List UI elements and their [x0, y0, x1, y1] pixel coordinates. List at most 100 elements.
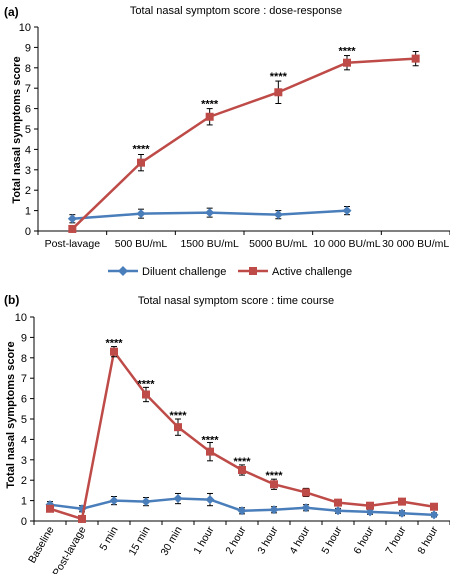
chart-b-diluent-point — [269, 505, 279, 515]
chart-b-y-tick-label: 2 — [21, 475, 27, 487]
chart-a-significance-label: **** — [132, 143, 150, 155]
chart-b-significance-label: **** — [233, 456, 251, 468]
chart-b-diluent-point — [397, 508, 407, 518]
chart-b-diluent-point — [237, 506, 247, 516]
chart-b-x-tick-label: 3 hour — [255, 524, 281, 556]
chart-b-x-tick-label: 1 hour — [191, 524, 217, 556]
chart-b-active-point — [430, 502, 438, 511]
legend-diluent-label: Diluent challenge — [142, 266, 226, 278]
chart-b-diluent-point — [333, 506, 343, 516]
chart-a-plot: 0 1 2 3 4 5 6 7 8 9 10 Post-lavage 500 BU/mL 1500 BU/… — [19, 22, 450, 250]
chart-b-y-tick-label: 1 — [21, 496, 27, 508]
chart-b-x-tick-label: 30 min — [158, 524, 184, 557]
chart-a-title: Total nasal symptom score : dose-respons… — [130, 5, 342, 17]
chart-b-active-point — [206, 447, 214, 456]
chart-b-diluent-point — [141, 497, 151, 507]
chart-b-active-point — [238, 466, 246, 474]
chart-a-significance-label: **** — [270, 71, 288, 83]
chart-a-x-tick-label: 30 000 BU/mL — [382, 238, 449, 250]
chart-b-active-point — [270, 480, 278, 489]
chart-b-significance-label: **** — [137, 378, 155, 390]
chart-b-significance-label: **** — [169, 410, 187, 422]
chart-b-ylabel: Total nasal symptoms score — [5, 341, 17, 488]
chart-a-x-tick-label: 5000 BU/mL — [249, 238, 308, 250]
panel-a-label: (a) — [4, 5, 19, 19]
chart-a-y-tick-label: 10 — [19, 22, 31, 34]
chart-a-ylabel: Total nasal symptoms score — [11, 56, 23, 203]
chart-b-y-tick-label: 4 — [21, 434, 27, 446]
chart-a-active-point — [137, 158, 145, 167]
chart-b-significance-label: **** — [201, 434, 219, 446]
chart-b-active-point — [366, 501, 374, 510]
chart-a-active-point — [343, 58, 351, 67]
chart-a-diluent-point — [342, 206, 352, 216]
chart-a-significance-label: **** — [201, 99, 219, 111]
chart-b-diluent-point — [301, 503, 311, 513]
chart-a-x-tick-label: 1500 BU/mL — [180, 238, 239, 250]
chart-b-x-tick-label: Baseline — [26, 524, 57, 565]
chart-b-active-point — [334, 498, 342, 507]
chart-a-diluent-point — [67, 214, 77, 224]
chart-a-active-line — [71, 57, 416, 230]
chart-a-y-tick-label: 7 — [25, 83, 31, 95]
chart-a-y-tick-label: 9 — [25, 42, 31, 54]
chart-a-x-tick-label: Post-lavage — [45, 238, 101, 250]
chart-a-significance-label: **** — [338, 45, 356, 57]
chart-a-y-tick-label: 4 — [25, 144, 31, 156]
chart-b-active-point — [302, 488, 310, 497]
chart-a-active-point — [68, 224, 77, 233]
chart-a-diluent-point — [205, 208, 215, 218]
chart-a-diluent-point — [136, 209, 146, 219]
legend-active-label: Active challenge — [272, 266, 352, 278]
chart-b-y-tick-label: 6 — [21, 394, 27, 406]
chart-a-y-tick-label: 0 — [25, 226, 31, 238]
square-marker-icon — [249, 267, 257, 275]
chart-b-x-tick-label: Post-lavage — [50, 524, 88, 574]
chart-b-y-tick-label: 10 — [15, 312, 27, 324]
diamond-marker-icon — [118, 266, 128, 276]
chart-b-title: Total nasal symptom score : time course — [138, 295, 334, 307]
chart-b-x-tick-label: 15 min — [126, 524, 152, 557]
chart-b-x-tick-label: 6 hour — [351, 524, 377, 556]
chart-b-y-tick-label: 9 — [21, 332, 27, 344]
chart-b-active-point — [46, 504, 54, 513]
chart-b-active-point — [110, 347, 118, 356]
chart-b-x-tick-label: 4 hour — [287, 524, 313, 556]
chart-b-diluent-point — [205, 495, 215, 505]
chart-b-x-tick-label: 5 hour — [319, 524, 345, 556]
chart-b-active-point — [142, 390, 150, 399]
chart-b-diluent-point — [173, 494, 183, 504]
chart-b-diluent-point — [429, 510, 439, 520]
chart-b-y-tick-label: 7 — [21, 373, 27, 385]
chart-b-significance-label: **** — [265, 470, 283, 482]
chart-a-y-tick-label: 8 — [25, 63, 31, 75]
chart-a-diluent-point — [273, 210, 283, 220]
chart-b-significance-label: **** — [105, 338, 123, 350]
chart-b-active-point — [398, 497, 406, 506]
chart-b-active-point — [78, 514, 86, 523]
chart-a-active-point — [205, 112, 214, 121]
chart-a-y-tick-label: 5 — [25, 124, 31, 136]
chart-a-active-point — [274, 88, 283, 97]
chart-a-x-tick-label: 10 000 BU/mL — [313, 238, 380, 250]
chart-a-y-tick-label: 6 — [25, 104, 31, 116]
chart-b-y-tick-label: 8 — [21, 353, 27, 365]
chart-a-y-tick-label: 2 — [25, 185, 31, 197]
panel-b-label: (b) — [4, 293, 19, 307]
chart-a-active-point — [411, 54, 420, 63]
legend: Diluent challenge Active challenge — [108, 266, 352, 278]
chart-a-y-tick-label: 1 — [25, 206, 31, 218]
chart-a-x-tick-label: 500 BU/mL — [115, 238, 168, 250]
chart-b-y-tick-label: 3 — [21, 455, 27, 467]
legend-item-diluent[interactable]: Diluent challenge — [108, 266, 226, 278]
chart-b-y-tick-label: 0 — [21, 516, 27, 528]
chart-b-x-tick-label: 5 min — [97, 524, 120, 552]
chart-b-y-tick-label: 5 — [21, 414, 27, 426]
chart-b-x-tick-label: 2 hour — [223, 524, 249, 556]
chart-b-x-tick-label: 8 hour — [415, 524, 441, 556]
chart-b-diluent-point — [109, 496, 119, 506]
legend-item-active[interactable]: Active challenge — [238, 266, 352, 278]
chart-b-x-tick-label: 7 hour — [383, 524, 409, 556]
